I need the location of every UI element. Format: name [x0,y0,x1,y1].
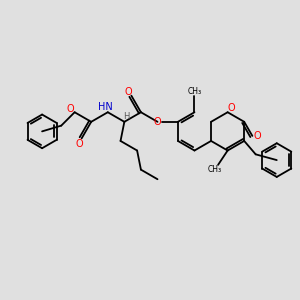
Text: O: O [154,117,161,127]
Text: O: O [67,104,74,114]
Text: CH₃: CH₃ [188,87,202,96]
Text: H: H [123,112,130,121]
Text: CH₃: CH₃ [208,164,222,173]
Text: O: O [76,139,83,148]
Text: O: O [228,103,236,113]
Text: O: O [124,86,132,97]
Text: O: O [254,131,261,141]
Text: HN: HN [98,102,113,112]
